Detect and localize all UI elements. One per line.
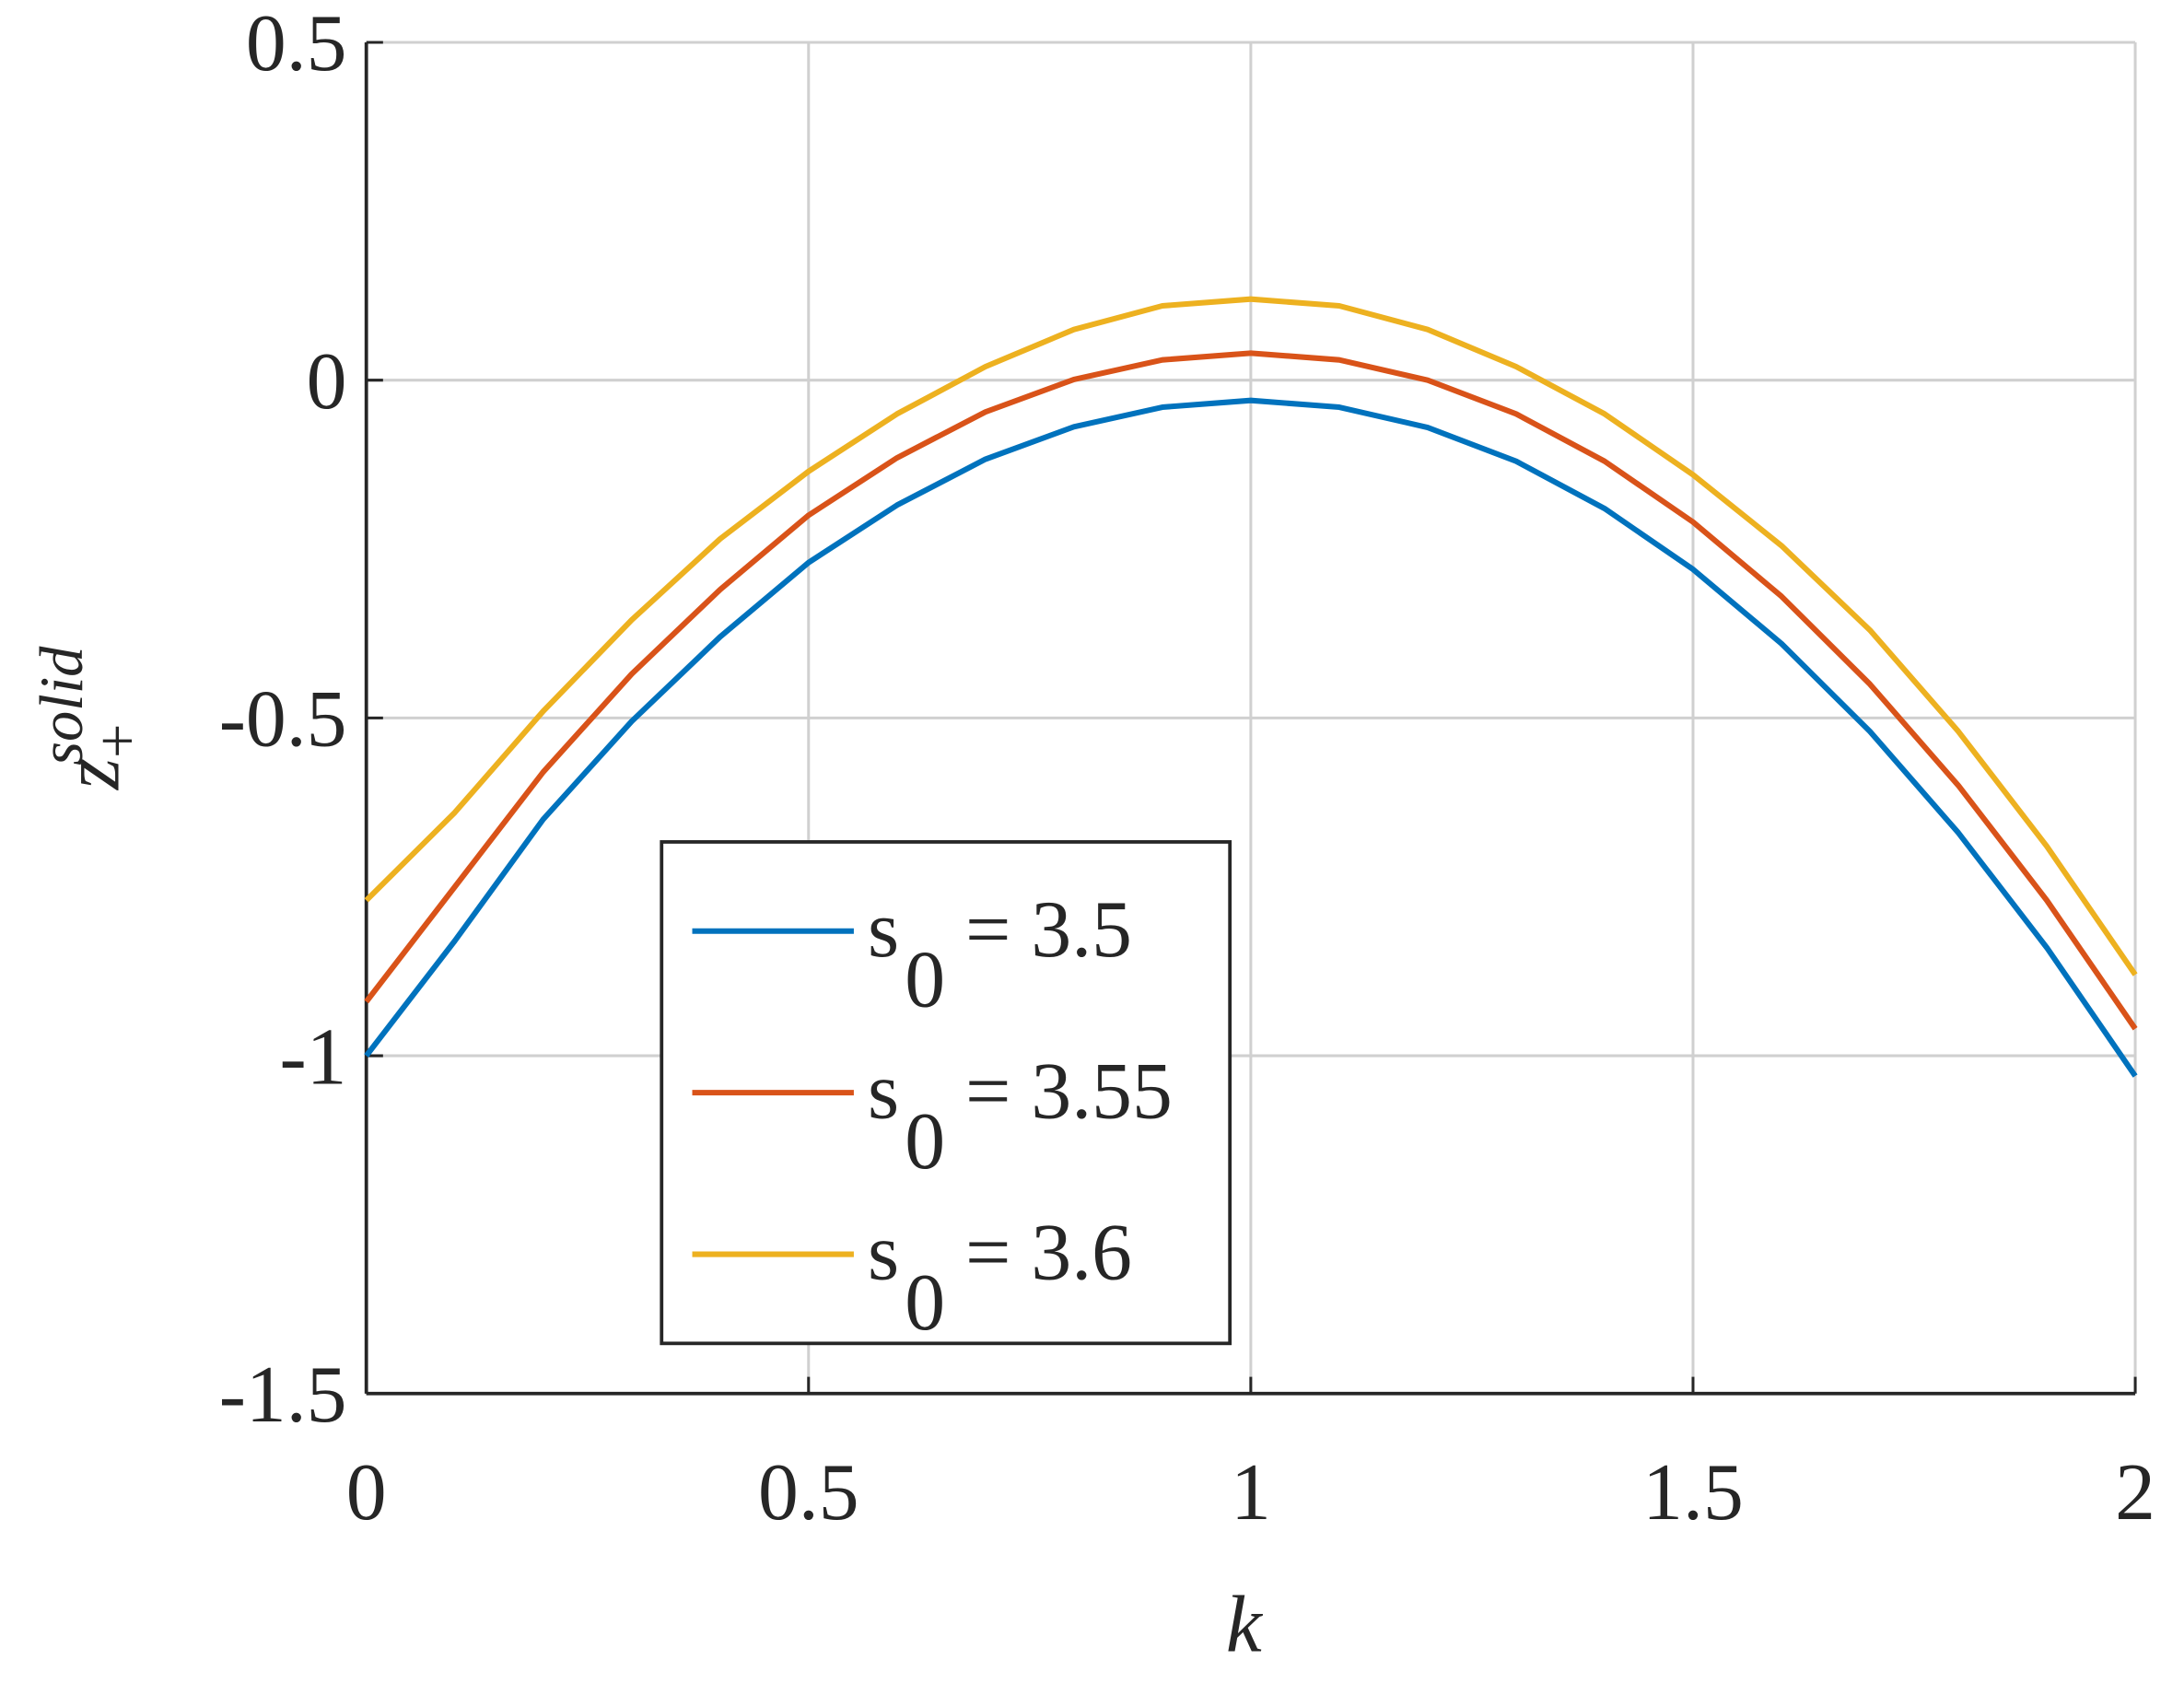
- y-label-sub: +: [85, 724, 152, 759]
- series-line: [364, 350, 2138, 1031]
- y-tick-label: 0.5: [246, 0, 347, 88]
- y-tick-label: -0.5: [219, 674, 347, 764]
- y-axis-label: z+solid: [29, 646, 151, 790]
- y-tick-label: -1.5: [219, 1350, 347, 1439]
- series-line: [364, 296, 2138, 976]
- x-tick-label: 2: [2115, 1447, 2155, 1537]
- legend-label: s0 = 3.5: [868, 884, 1132, 1023]
- legend-label: s0 = 3.6: [868, 1208, 1132, 1347]
- x-tick-label: 0.5: [758, 1447, 859, 1537]
- y-label-base: z: [47, 758, 136, 790]
- x-axis-label: k: [1226, 1579, 1264, 1668]
- legend-label: s0 = 3.55: [868, 1046, 1173, 1185]
- y-tick-label: 0: [307, 336, 347, 426]
- series-line: [364, 397, 2138, 1078]
- y-tick-label: -1: [279, 1011, 346, 1101]
- y-label-sup: solid: [29, 646, 96, 766]
- x-tick-label: 1: [1231, 1447, 1271, 1537]
- x-tick-label: 0: [346, 1447, 387, 1537]
- x-tick-label: 1.5: [1642, 1447, 1744, 1537]
